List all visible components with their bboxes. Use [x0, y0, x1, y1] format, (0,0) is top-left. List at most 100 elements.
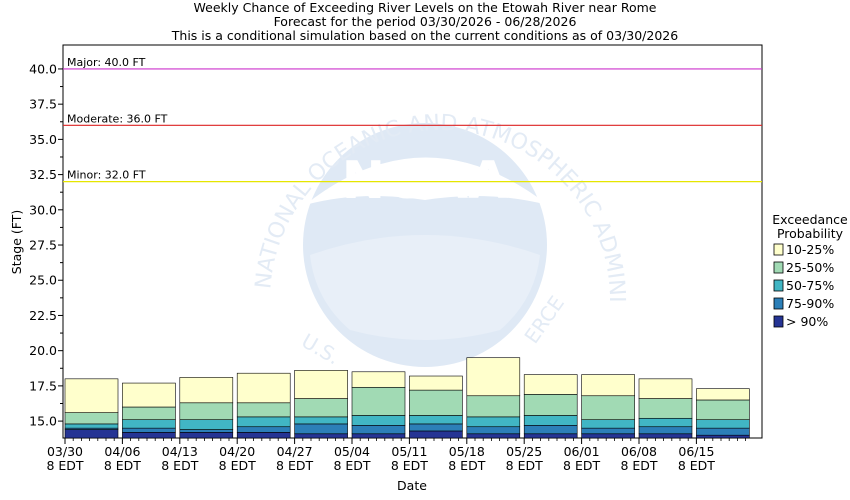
- bar-week-2-p50: [179, 419, 234, 430]
- x-tick-date-7: 05/18: [449, 444, 485, 459]
- bar-week-0-p90: [64, 429, 119, 439]
- bar-week-4-p90: [294, 433, 348, 439]
- bar-week-1-p25: [122, 406, 176, 420]
- noaa-logo-ring-text-lower: U.S.: [298, 329, 345, 370]
- bar-week-2-p90: [179, 432, 234, 439]
- bar-week-1-p75: [122, 427, 176, 433]
- bar-week-11-p90: [696, 434, 750, 439]
- bar-week-7-p25: [466, 395, 521, 418]
- bar-week-3-p75: [236, 426, 291, 433]
- legend-label-3: 75-90%: [786, 296, 834, 311]
- y-tick-label-4: 25.0: [29, 273, 57, 288]
- bar-week-10-p25: [638, 398, 693, 419]
- title-line-1: Weekly Chance of Exceeding River Levels …: [194, 0, 657, 15]
- x-tick-tz-1: 8 EDT: [104, 458, 141, 473]
- threshold-label-0: Major: 40.0 FT: [67, 56, 146, 69]
- bar-week-5-p25: [351, 386, 406, 416]
- bar-week-11-p50: [696, 419, 750, 429]
- x-tick-tz-5: 8 EDT: [333, 458, 370, 473]
- x-tick-date-6: 05/11: [391, 444, 427, 459]
- y-tick-label-6: 30.0: [29, 202, 57, 217]
- x-tick-date-9: 06/01: [564, 444, 600, 459]
- bar-week-3-p90: [236, 432, 291, 439]
- bar-week-11-p10: [696, 388, 750, 401]
- bar-week-5-p75: [351, 425, 406, 435]
- noaa-logo-word: NOAA: [342, 151, 509, 211]
- bar-week-5-p10: [351, 371, 406, 388]
- bar-week-8-p25: [523, 394, 578, 416]
- x-tick-tz-2: 8 EDT: [161, 458, 198, 473]
- chart-title: Weekly Chance of Exceeding River Levels …: [171, 0, 678, 43]
- x-tick-tz-9: 8 EDT: [563, 458, 600, 473]
- bar-week-7-p90: [466, 433, 521, 439]
- legend-swatch-2: [773, 279, 784, 292]
- bar-week-9-p90: [581, 433, 635, 439]
- legend-title-line-2: Probability: [777, 226, 844, 241]
- y-tick-label-3: 22.5: [29, 308, 57, 323]
- bar-week-10-p90: [638, 433, 693, 439]
- bar-week-3-p50: [236, 416, 291, 428]
- bar-week-2-p25: [179, 402, 234, 420]
- legend: Exceedance Probability 10-25% 25-50% 50-75…: [772, 212, 848, 329]
- bar-week-8-p10: [523, 374, 578, 395]
- bar-week-4-p75: [294, 423, 348, 435]
- title-line-3: This is a conditional simulation based o…: [171, 28, 678, 43]
- x-tick-tz-8: 8 EDT: [506, 458, 543, 473]
- x-tick-tz-3: 8 EDT: [219, 458, 256, 473]
- legend-label-1: 25-50%: [786, 260, 834, 275]
- y-tick-label-0: 15.0: [29, 414, 57, 429]
- flood-thresholds: Major: 40.0 FT Moderate: 36.0 FT Minor: 32…: [63, 56, 762, 183]
- bar-week-2-p75: [179, 429, 234, 433]
- threshold-label-1: Moderate: 36.0 FT: [67, 112, 168, 125]
- bar-week-6-p75: [409, 423, 463, 432]
- bar-week-6-p90: [409, 430, 463, 439]
- title-line-2: Forecast for the period 03/30/2026 - 06/…: [274, 14, 577, 29]
- y-axis-label: Stage (FT): [9, 210, 24, 274]
- x-tick-tz-4: 8 EDT: [276, 458, 313, 473]
- bar-week-0-p25: [64, 412, 119, 425]
- x-tick-date-0: 03/30: [47, 444, 83, 459]
- y-tick-label-1: 17.5: [29, 378, 57, 393]
- legend-swatch-4: [773, 315, 784, 328]
- bar-week-7-p10: [466, 357, 521, 397]
- x-axis-label: Date: [397, 478, 427, 493]
- x-tick-tz-11: 8 EDT: [678, 458, 715, 473]
- x-tick-date-11: 06/15: [678, 444, 714, 459]
- exceedance-bars: [64, 357, 750, 439]
- bar-week-10-p75: [638, 426, 693, 435]
- bar-week-4-p25: [294, 398, 348, 418]
- bar-week-9-p50: [581, 419, 635, 429]
- bar-week-1-p10: [122, 382, 176, 408]
- y-tick-label-2: 20.0: [29, 343, 57, 358]
- bar-week-3-p10: [236, 372, 291, 404]
- y-tick-label-8: 35.0: [29, 132, 57, 147]
- x-tick-date-8: 05/25: [506, 444, 542, 459]
- bar-week-1-p90: [122, 432, 176, 439]
- x-tick-tz-0: 8 EDT: [46, 458, 83, 473]
- bar-week-8-p75: [523, 425, 578, 435]
- x-tick-tz-6: 8 EDT: [391, 458, 428, 473]
- bar-week-2-p10: [179, 377, 234, 404]
- legend-label-2: 50-75%: [786, 278, 834, 293]
- x-tick-date-5: 05/04: [334, 444, 370, 459]
- bar-week-9-p25: [581, 395, 635, 420]
- bar-week-8-p50: [523, 415, 578, 426]
- bar-week-7-p50: [466, 416, 521, 428]
- bar-week-3-p25: [236, 402, 291, 418]
- x-tick-date-3: 04/20: [219, 444, 255, 459]
- legend-swatch-1: [773, 261, 784, 274]
- bar-week-6-p50: [409, 415, 463, 425]
- bar-week-7-p75: [466, 426, 521, 435]
- bar-week-0-p10: [64, 378, 119, 413]
- bar-week-5-p90: [351, 433, 406, 439]
- bar-week-11-p25: [696, 399, 750, 420]
- bar-week-4-p50: [294, 416, 348, 425]
- bar-week-10-p10: [638, 378, 693, 399]
- bar-week-0-p50: [64, 423, 119, 429]
- y-tick-label-5: 27.5: [29, 238, 57, 253]
- bar-week-5-p50: [351, 415, 406, 426]
- legend-label-4: > 90%: [786, 314, 828, 329]
- bar-week-6-p25: [409, 389, 463, 416]
- bar-week-9-p75: [581, 427, 635, 435]
